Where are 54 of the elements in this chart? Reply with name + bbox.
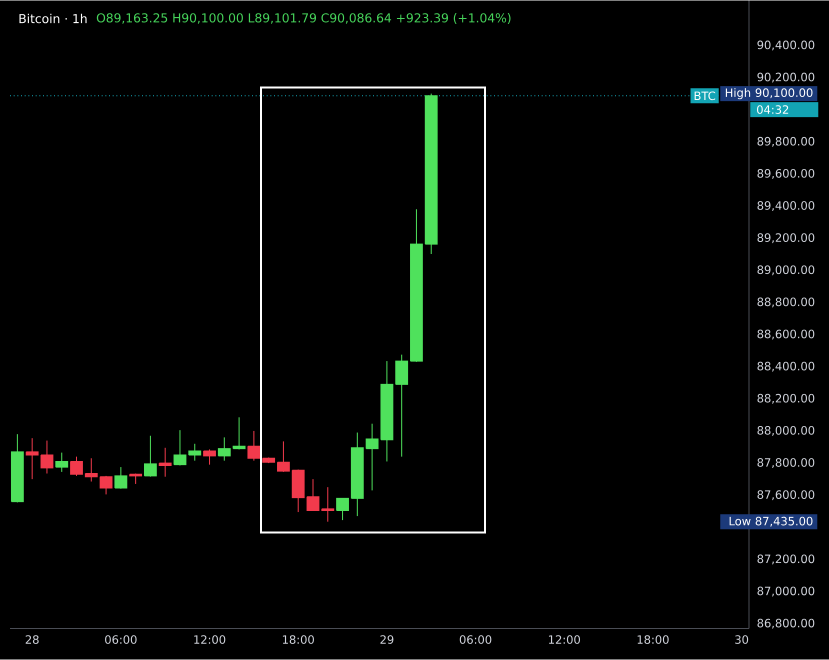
candlestick bbox=[114, 466, 128, 490]
candlestick bbox=[336, 498, 349, 521]
y-tick-label: 89,200.00 bbox=[757, 234, 814, 244]
candlestick bbox=[158, 448, 172, 478]
y-tick-label: 88,600.00 bbox=[757, 330, 814, 340]
candlestick bbox=[84, 458, 98, 482]
candlestick bbox=[232, 417, 246, 450]
candlestick bbox=[100, 476, 112, 496]
candlestick bbox=[174, 430, 186, 466]
x-tick-label: 18:00 bbox=[638, 635, 669, 644]
y-tick-label: 88,400.00 bbox=[757, 362, 814, 372]
x-tick-label: 29 bbox=[380, 635, 394, 644]
candlestick bbox=[188, 444, 202, 462]
text: 04:32 bbox=[757, 105, 788, 114]
y-tick-label: 89,800.00 bbox=[757, 137, 814, 148]
candlestick bbox=[395, 354, 408, 458]
x-tick-label: 18:00 bbox=[282, 635, 314, 644]
x-tick-label: 12:00 bbox=[194, 635, 226, 644]
candlestick bbox=[129, 473, 142, 485]
x-tick-label: 12:00 bbox=[548, 635, 580, 644]
candlestick bbox=[306, 478, 320, 512]
y-tick-label: 88,800.00 bbox=[757, 298, 814, 308]
candlestick bbox=[70, 456, 83, 477]
x-tick-label: 30 bbox=[735, 635, 748, 644]
x-tick-label: 06:00 bbox=[105, 635, 137, 644]
x-tick-label: 28 bbox=[26, 635, 39, 644]
candlestick bbox=[40, 440, 54, 474]
y-tick-label: 89,400.00 bbox=[757, 201, 814, 212]
candlestick bbox=[247, 430, 260, 462]
candlestick bbox=[366, 423, 379, 492]
y-tick-label: 90,200.00 bbox=[757, 72, 814, 83]
y-tick-label: 88,000.00 bbox=[757, 426, 814, 436]
x-tick-label: 06:00 bbox=[460, 635, 492, 644]
candlestick bbox=[203, 449, 216, 466]
y-tick-label: 88,200.00 bbox=[757, 394, 814, 404]
y-tick-label: 89,600.00 bbox=[757, 169, 814, 180]
text: Bitcoin · 1h bbox=[19, 14, 87, 24]
y-tick-label: 87,800.00 bbox=[757, 458, 814, 468]
y-tick-label: 87,600.00 bbox=[757, 490, 814, 500]
y-tick-label: 87,200.00 bbox=[757, 554, 814, 565]
y-tick-label: 90,400.00 bbox=[757, 40, 814, 51]
y-tick-label: 86,800.00 bbox=[757, 619, 814, 629]
ref-line-label: BTC bbox=[694, 92, 716, 100]
candlestick bbox=[321, 486, 334, 522]
candlestick bbox=[277, 441, 290, 473]
y-tick-label: 89,000.00 bbox=[757, 266, 814, 276]
candlestick bbox=[218, 437, 231, 462]
candlestick bbox=[55, 452, 68, 473]
candlestick bbox=[26, 438, 39, 480]
candlestick bbox=[144, 436, 157, 478]
annotation: Low 87,435.00 bbox=[730, 517, 812, 527]
text: O89,163.25 H90,100.00 L89,101.79 C90,086.64 +923.39 (+1.04%) bbox=[96, 13, 511, 24]
annotation: High 90,100.00 bbox=[726, 88, 812, 100]
y-tick-label: 87,000.00 bbox=[757, 586, 814, 597]
